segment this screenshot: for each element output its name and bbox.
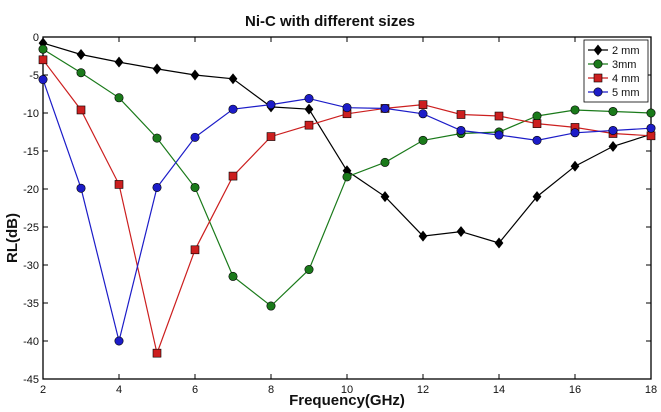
- data-point-5mm: [456, 125, 466, 135]
- data-point-2mm: [532, 191, 542, 203]
- data-point-5mm: [380, 103, 390, 113]
- data-point-5mm: [304, 94, 314, 104]
- data-point-2mm: [456, 226, 466, 238]
- data-point-2mm: [190, 69, 200, 81]
- y-tick-label: -20: [23, 184, 39, 196]
- legend-marker-3mm: [593, 59, 603, 69]
- data-point-2mm: [380, 191, 390, 203]
- data-point-4mm: [152, 348, 162, 358]
- data-point-4mm: [38, 55, 48, 65]
- legend-label-4mm: 4 mm: [612, 73, 640, 85]
- data-point-3mm: [76, 68, 86, 78]
- data-point-5mm: [152, 182, 162, 192]
- legend-label-5mm: 5 mm: [612, 87, 640, 99]
- y-tick-label: -45: [23, 374, 39, 386]
- data-point-4mm: [114, 180, 124, 189]
- legend-marker-2mm: [593, 44, 603, 56]
- data-point-5mm: [114, 336, 124, 346]
- y-tick-label: -40: [23, 336, 39, 348]
- data-point-5mm: [228, 104, 238, 114]
- legend-marker-5mm: [593, 87, 603, 97]
- x-tick-label: 10: [341, 384, 353, 396]
- y-tick-label: -35: [23, 298, 39, 310]
- data-point-3mm: [418, 135, 428, 145]
- data-point-3mm: [228, 271, 238, 281]
- data-point-4mm: [494, 111, 504, 121]
- x-tick-label: 14: [493, 384, 505, 396]
- legend: 2 mm 3mm 4 mm 5 mm: [583, 39, 649, 103]
- x-tick-label: 18: [645, 384, 657, 396]
- data-point-4mm: [190, 245, 200, 255]
- data-point-2mm: [152, 63, 162, 75]
- y-tick-label: -30: [23, 260, 39, 272]
- y-tick-label: 0: [33, 32, 39, 44]
- data-point-5mm: [266, 100, 276, 110]
- data-point-5mm: [342, 103, 352, 113]
- series-3mm: [38, 44, 656, 311]
- x-tick-label: 8: [268, 384, 274, 396]
- data-point-3mm: [114, 93, 124, 103]
- data-point-3mm: [608, 106, 618, 116]
- data-point-4mm: [418, 100, 428, 109]
- data-point-3mm: [266, 301, 276, 311]
- y-axis-label: RL(dB): [4, 213, 21, 263]
- data-point-5mm: [76, 183, 86, 193]
- chart-title: Ni-C with different sizes: [245, 13, 415, 30]
- data-point-4mm: [646, 131, 656, 141]
- y-tick-label: -15: [23, 146, 39, 158]
- data-point-4mm: [532, 119, 542, 128]
- x-tick-label: 2: [40, 384, 46, 396]
- data-point-5mm: [38, 75, 48, 85]
- y-tick-label: -10: [23, 108, 39, 120]
- x-axis-label: Frequency(GHz): [289, 392, 405, 409]
- data-point-4mm: [456, 110, 466, 119]
- y-tick-label: -25: [23, 222, 39, 234]
- x-tick-label: 16: [569, 384, 581, 396]
- data-point-2mm: [228, 73, 238, 85]
- data-point-3mm: [304, 265, 314, 275]
- data-point-2mm: [114, 56, 124, 68]
- data-point-4mm: [266, 132, 276, 141]
- data-point-4mm: [304, 120, 314, 130]
- data-point-2mm: [418, 230, 428, 242]
- legend-marker-4mm: [593, 73, 603, 83]
- x-tick-label: 4: [116, 384, 122, 396]
- legend-label-3mm: 3mm: [612, 59, 636, 71]
- legend-label-2mm: 2 mm: [612, 45, 640, 57]
- plot-area: [42, 36, 652, 380]
- data-point-3mm: [342, 172, 352, 182]
- data-point-2mm: [608, 140, 618, 152]
- data-point-5mm: [570, 128, 580, 138]
- data-point-2mm: [76, 48, 86, 60]
- data-point-5mm: [646, 123, 656, 133]
- series-layer: [38, 37, 656, 358]
- y-axis-ticks: 0 -5 -10 -15 -20 -25 -30 -35 -40 -45: [23, 32, 651, 386]
- x-tick-label: 6: [192, 384, 198, 396]
- data-point-3mm: [570, 105, 580, 115]
- x-tick-label: 12: [417, 384, 429, 396]
- y-tick-label: -5: [29, 70, 39, 82]
- x-axis-ticks: 2 4 6 8 10 12 14 16 18: [40, 37, 657, 396]
- data-point-5mm: [608, 125, 618, 135]
- data-point-2mm: [304, 103, 314, 115]
- data-point-2mm: [494, 237, 504, 249]
- data-point-3mm: [190, 182, 200, 192]
- data-point-2mm: [570, 160, 580, 172]
- data-point-5mm: [532, 135, 542, 145]
- data-point-5mm: [494, 130, 504, 140]
- data-point-4mm: [76, 105, 86, 115]
- series-5mm: [38, 75, 656, 346]
- data-point-4mm: [228, 171, 238, 181]
- data-point-5mm: [418, 109, 428, 119]
- data-point-3mm: [646, 108, 656, 118]
- series-2mm: [38, 37, 656, 249]
- data-point-3mm: [152, 133, 162, 143]
- data-point-3mm: [532, 111, 542, 121]
- data-point-3mm: [38, 44, 48, 54]
- data-point-5mm: [190, 132, 200, 142]
- data-point-3mm: [380, 157, 390, 167]
